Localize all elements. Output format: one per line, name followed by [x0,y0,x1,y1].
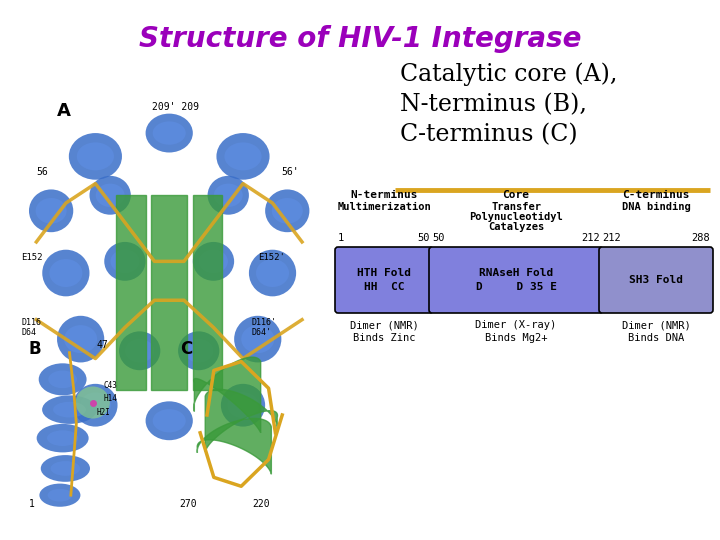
Ellipse shape [64,325,97,353]
Ellipse shape [42,249,89,296]
Ellipse shape [50,259,82,287]
Ellipse shape [221,384,265,427]
Ellipse shape [241,325,274,353]
Ellipse shape [57,316,104,362]
Ellipse shape [39,363,86,395]
Ellipse shape [184,339,213,362]
Ellipse shape [125,339,154,362]
Ellipse shape [40,484,81,507]
Ellipse shape [37,424,89,453]
Text: DNA binding: DNA binding [621,202,690,212]
Text: SH3 Fold: SH3 Fold [629,275,683,285]
Ellipse shape [69,133,122,180]
Text: E152': E152' [258,253,284,262]
Ellipse shape [153,409,186,433]
Ellipse shape [178,332,220,370]
Text: Polynucleotidyl: Polynucleotidyl [469,212,563,222]
Text: N-terminus: N-terminus [350,190,418,200]
Ellipse shape [271,198,303,224]
Ellipse shape [48,370,77,388]
Ellipse shape [42,395,96,424]
Text: Catalyzes: Catalyzes [488,222,544,232]
Ellipse shape [199,249,228,273]
Ellipse shape [145,401,193,440]
Ellipse shape [153,122,186,145]
Text: 56: 56 [36,167,48,177]
Polygon shape [193,195,222,390]
Ellipse shape [234,316,282,362]
Ellipse shape [256,259,289,287]
Ellipse shape [41,455,90,482]
Ellipse shape [110,249,140,273]
Text: Structure of HIV-1 Integrase: Structure of HIV-1 Integrase [139,25,581,53]
Ellipse shape [47,430,78,446]
FancyBboxPatch shape [599,247,713,313]
Ellipse shape [119,332,161,370]
Ellipse shape [193,242,234,281]
Text: 288: 288 [691,233,710,243]
Ellipse shape [53,402,86,417]
Text: E152: E152 [22,253,43,262]
Polygon shape [116,195,145,390]
Polygon shape [151,195,187,390]
Text: 270: 270 [180,500,197,509]
Text: B: B [29,340,41,358]
Text: 50: 50 [418,233,430,243]
Polygon shape [194,357,261,433]
Text: 50: 50 [432,233,444,243]
Text: 47: 47 [96,340,109,350]
Ellipse shape [214,184,243,207]
Text: 209' 209: 209' 209 [152,102,199,112]
FancyBboxPatch shape [335,247,433,313]
Ellipse shape [265,190,310,232]
Ellipse shape [73,384,117,427]
Text: Transfer: Transfer [491,202,541,212]
Ellipse shape [104,242,145,281]
Text: D116
D64: D116 D64 [22,318,42,337]
Text: 1: 1 [29,500,35,509]
Text: 56': 56' [282,167,299,177]
Ellipse shape [207,176,249,215]
Ellipse shape [225,143,261,171]
Ellipse shape [76,387,110,418]
Ellipse shape [29,190,73,232]
Text: A: A [57,102,71,120]
Ellipse shape [96,184,125,207]
Text: Multimerization: Multimerization [337,202,431,212]
Text: C43: C43 [104,381,117,390]
Text: H2I: H2I [96,408,111,417]
Ellipse shape [50,461,80,476]
Text: 1: 1 [338,233,344,243]
Text: Dimer (NMR)
Binds Zinc: Dimer (NMR) Binds Zinc [350,320,418,343]
Ellipse shape [35,198,67,224]
Ellipse shape [48,489,72,502]
Ellipse shape [217,133,269,180]
Text: 220: 220 [252,500,270,509]
Text: D116'
D64': D116' D64' [252,318,277,337]
Text: RNAseH Fold
D     D 35 E: RNAseH Fold D D 35 E [475,268,557,292]
Text: H14: H14 [104,394,117,403]
Ellipse shape [145,113,193,152]
Text: 212: 212 [581,233,600,243]
Text: Catalytic core (A),
N-terminus (B),
C-terminus (C): Catalytic core (A), N-terminus (B), C-te… [400,62,618,146]
FancyBboxPatch shape [429,247,603,313]
Text: Dimer (NMR)
Binds DNA: Dimer (NMR) Binds DNA [621,320,690,343]
Text: C: C [180,340,192,358]
Text: Core: Core [503,190,529,200]
Ellipse shape [228,393,258,418]
Ellipse shape [77,143,114,171]
Text: 212: 212 [602,233,621,243]
Ellipse shape [89,176,131,215]
Ellipse shape [249,249,296,296]
Ellipse shape [80,393,111,418]
Text: HTH Fold
HH  CC: HTH Fold HH CC [357,268,411,292]
Text: Dimer (X-ray)
Binds Mg2+: Dimer (X-ray) Binds Mg2+ [475,320,557,343]
Polygon shape [197,418,271,474]
Polygon shape [205,389,277,451]
Text: C-terminus: C-terminus [622,190,690,200]
